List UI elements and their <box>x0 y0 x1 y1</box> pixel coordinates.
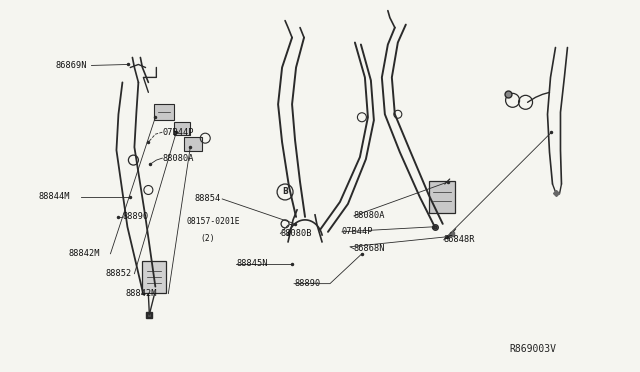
Text: 88842M: 88842M <box>68 249 100 258</box>
Text: 86869N: 86869N <box>56 61 87 70</box>
Text: 88854: 88854 <box>195 195 221 203</box>
FancyBboxPatch shape <box>154 104 174 120</box>
Text: 86848R: 86848R <box>444 235 476 244</box>
FancyBboxPatch shape <box>142 261 166 293</box>
Text: 88080A: 88080A <box>163 154 194 163</box>
Text: 07B44P: 07B44P <box>163 128 194 137</box>
Text: 07B44P: 07B44P <box>342 227 374 236</box>
Text: 08157-0201E: 08157-0201E <box>186 217 240 227</box>
Text: B: B <box>282 187 288 196</box>
Text: 88890: 88890 <box>294 279 320 288</box>
Text: 88842M: 88842M <box>125 289 157 298</box>
Text: 88890: 88890 <box>122 212 148 221</box>
FancyBboxPatch shape <box>174 122 190 135</box>
Text: 88080B: 88080B <box>280 229 312 238</box>
Text: (2): (2) <box>200 234 215 243</box>
Text: 86868N: 86868N <box>354 244 385 253</box>
FancyBboxPatch shape <box>429 181 454 213</box>
FancyBboxPatch shape <box>184 137 202 151</box>
Text: 88080A: 88080A <box>354 211 385 220</box>
Text: 88844M: 88844M <box>38 192 70 202</box>
Text: 88852: 88852 <box>106 269 132 278</box>
Text: R869003V: R869003V <box>509 344 557 355</box>
Text: 88845N: 88845N <box>236 259 268 268</box>
